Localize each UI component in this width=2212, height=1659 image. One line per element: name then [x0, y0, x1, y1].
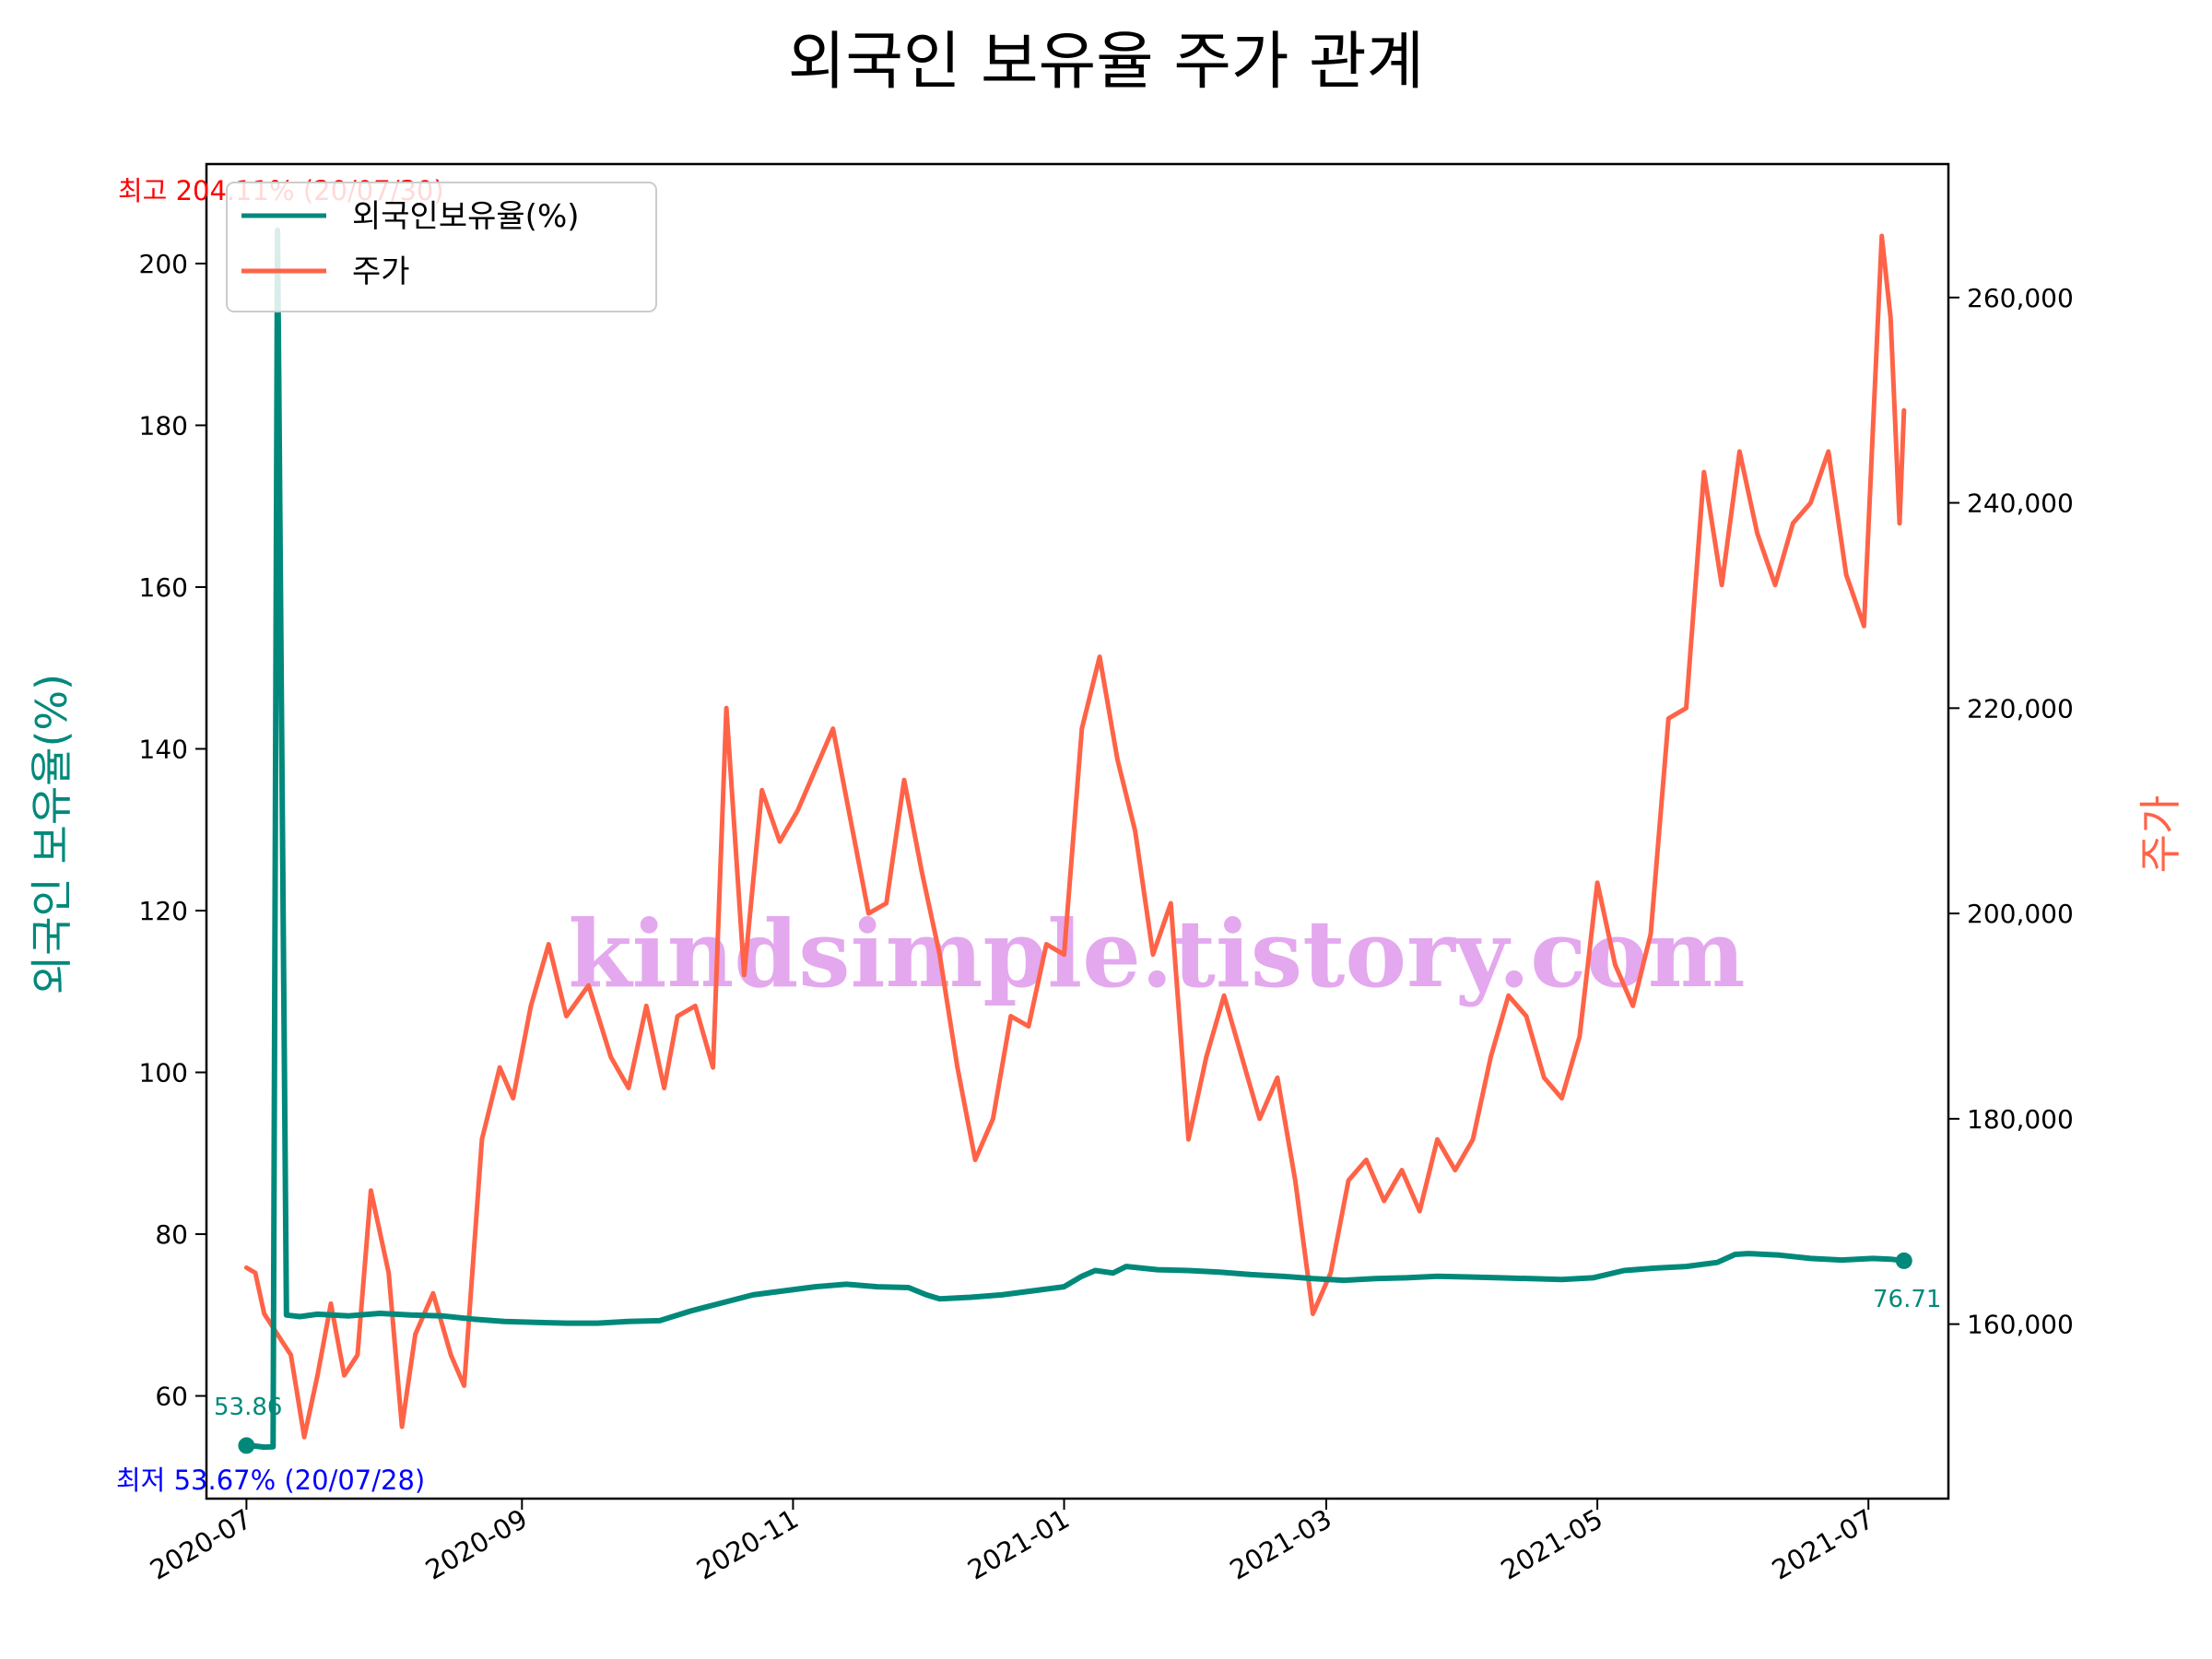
y-right-tick-label-3: 220,000: [1967, 693, 2074, 724]
y-left-tick-label-3: 120: [139, 896, 188, 926]
series-layer: [238, 227, 1912, 1454]
last-value-label: 76.71: [1873, 1286, 1941, 1313]
watermark: kindsimple.tistory.com: [568, 900, 1745, 1008]
y-right-tick-label-1: 180,000: [1967, 1104, 2074, 1135]
x-tick-label-2: 2020-11: [691, 1503, 804, 1586]
plot-frame: [205, 162, 1950, 1500]
x-tick-label-0: 2020-07: [145, 1503, 257, 1586]
legend: 외국인보유율(%) 주가: [226, 182, 657, 312]
x-tick-label-6: 2021-07: [1767, 1503, 1879, 1586]
y-left-tick-label-6: 180: [139, 410, 188, 441]
y-axis-left-label: 외국인 보유율(%): [27, 674, 76, 994]
chart-title: 외국인 보유율 주가 관계: [788, 26, 1424, 99]
series-line-foreign-ownership: [243, 227, 1907, 1451]
y-left-tick-label-5: 160: [139, 572, 188, 603]
y-right-tick-label-0: 160,000: [1967, 1310, 2074, 1340]
last-point-marker: [1895, 1252, 1912, 1269]
y-left-tick-label-4: 140: [139, 734, 188, 764]
x-tick-label-1: 2020-09: [420, 1503, 533, 1586]
first-value-label: 53.86: [214, 1394, 282, 1421]
min-annotation: 최저 53.67% (20/07/28): [116, 1465, 425, 1496]
legend-box: [226, 182, 657, 312]
y-right-tick-label-2: 200,000: [1967, 899, 2074, 929]
x-tick-label-5: 2021-05: [1496, 1503, 1608, 1586]
legend-label-foreign: 외국인보유율(%): [352, 198, 580, 235]
legend-label-price: 주가: [352, 253, 410, 290]
x-tick-label-3: 2021-01: [962, 1503, 1075, 1586]
series-line-price: [243, 233, 1907, 1440]
y-right-tick-label-4: 240,000: [1967, 488, 2074, 519]
y-left-tick-label-2: 100: [139, 1058, 188, 1088]
first-point-marker: [238, 1437, 255, 1454]
y-left-tick-label-1: 80: [155, 1219, 188, 1250]
x-tick-label-4: 2021-03: [1225, 1503, 1337, 1586]
y-left-tick-label-7: 200: [139, 249, 188, 279]
y-left-tick-label-0: 60: [155, 1382, 188, 1412]
y-right-tick-label-5: 260,000: [1967, 283, 2074, 313]
y-axis-right-label: 주가: [2136, 795, 2185, 874]
